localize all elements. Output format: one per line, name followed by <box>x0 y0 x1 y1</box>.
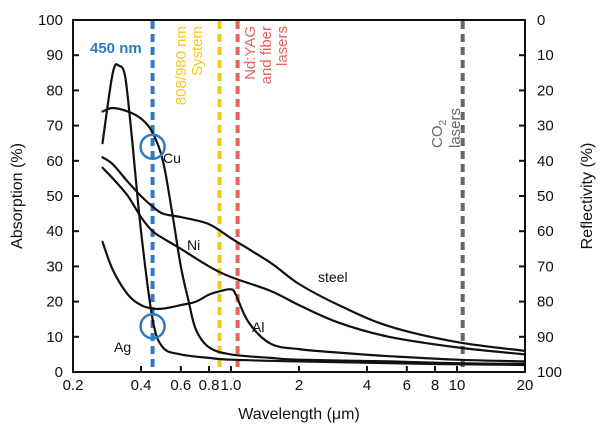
y2-tick-label: 70 <box>537 258 554 275</box>
y2-tick-label: 10 <box>537 47 554 64</box>
highlight-circles-layer <box>139 133 166 340</box>
x-axis-title: Wavelength (μm) <box>238 406 360 423</box>
y-tick-label: 10 <box>46 329 63 346</box>
y-tick-label: 50 <box>46 188 63 205</box>
label-ndyag-line2: and fiber <box>258 26 275 84</box>
label-ag: Ag <box>114 339 131 355</box>
x-tick-label: 6 <box>403 377 411 394</box>
highlight-circle-cu <box>139 133 166 160</box>
label-steel: steel <box>318 269 348 285</box>
x-tick-label: 10 <box>449 377 466 394</box>
ticks-layer: 0.2 0.4 0.6 0.8 1.0 2 4 6 8 10 2001020304050607080… <box>38 12 562 394</box>
label-ndyag: Nd:YAG and fiber lasers <box>242 26 291 84</box>
x-tick-label: 2 <box>295 377 303 394</box>
curve-cu <box>101 106 527 365</box>
label-808-980-line1: 808/980 nm <box>173 26 190 105</box>
x-tick-label: 4 <box>363 377 371 394</box>
y2-tick-label: 60 <box>537 223 554 240</box>
label-ndyag-line3: lasers <box>274 26 291 66</box>
y2-tick-label: 20 <box>537 82 554 99</box>
label-cu: Cu <box>163 150 181 166</box>
x-tick-label: 8 <box>431 377 439 394</box>
curve-al <box>101 240 527 363</box>
label-co2-line1: CO2 <box>429 120 449 149</box>
curve-ni <box>101 166 527 356</box>
x-tick-label: 1.0 <box>221 377 242 394</box>
y-tick-label: 30 <box>46 258 63 275</box>
x-tick-label: 20 <box>517 377 534 394</box>
y-axis-title: Absorption (%) <box>9 143 26 249</box>
y-tick-label: 60 <box>46 153 63 170</box>
y-tick-label: 20 <box>46 294 63 311</box>
y-tick-label: 100 <box>38 12 63 29</box>
y-tick-label: 80 <box>46 82 63 99</box>
label-co2-sub: 2 <box>438 120 449 126</box>
x-tick-label: 0.4 <box>131 377 152 394</box>
label-al: Al <box>252 319 264 335</box>
y-tick-label: 90 <box>46 47 63 64</box>
curve-ag <box>101 63 527 367</box>
label-ni: Ni <box>187 237 200 253</box>
y2-tick-label: 30 <box>537 118 554 135</box>
y-tick-label: 70 <box>46 118 63 135</box>
y2-tick-label: 90 <box>537 329 554 346</box>
y2-tick-label: 80 <box>537 294 554 311</box>
label-808-980: 808/980 nm System <box>173 26 206 105</box>
curves-layer <box>101 63 527 367</box>
y2-axis-title: Reflectivity (%) <box>579 143 596 250</box>
y2-tick-label: 0 <box>537 12 545 29</box>
label-co2: CO2 lasers <box>429 108 464 148</box>
y2-tick-label: 50 <box>537 188 554 205</box>
label-co2-line2: lasers <box>447 108 464 148</box>
x-tick-label: 0.8 <box>199 377 220 394</box>
y2-tick-label: 100 <box>537 364 562 381</box>
y-tick-label: 0 <box>55 364 63 381</box>
x-tick-label: 0.6 <box>170 377 191 394</box>
label-ndyag-line1: Nd:YAG <box>242 26 259 80</box>
label-450nm: 450 nm <box>90 40 142 57</box>
laser-lines-layer <box>150 21 465 371</box>
y-tick-label: 40 <box>46 223 63 240</box>
x-tick-label: 0.2 <box>63 377 84 394</box>
label-808-980-line2: System <box>189 26 206 76</box>
highlight-circle-ag <box>139 312 166 340</box>
label-co2-main: CO <box>429 126 446 149</box>
curve-steel <box>101 156 527 352</box>
y2-tick-label: 40 <box>537 153 554 170</box>
